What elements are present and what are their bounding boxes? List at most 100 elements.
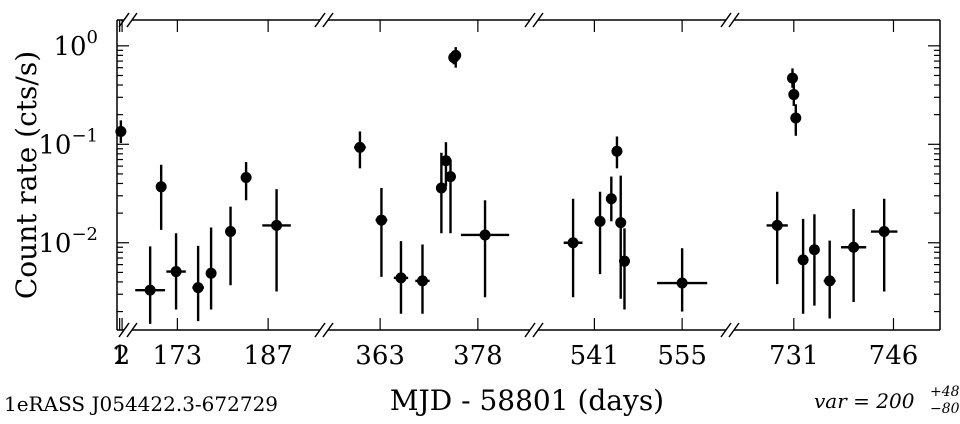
data-marker: [354, 141, 366, 153]
data-marker: [611, 145, 623, 157]
y-axis: 10−2 10−1 100: [38, 27, 940, 313]
axis-break-mark: [524, 322, 536, 338]
data-point: [788, 80, 800, 106]
data-point: [618, 228, 630, 310]
data-point: [808, 214, 820, 306]
x-tick-label: 541: [570, 341, 620, 371]
y-tick-label: 10−2: [38, 224, 98, 259]
axis-break-mark: [118, 12, 130, 28]
x-tick-label: 746: [869, 341, 919, 371]
data-marker: [375, 214, 387, 226]
data-marker: [450, 49, 462, 61]
axis-break-mark: [314, 12, 326, 28]
data-point: [225, 206, 237, 286]
data-point: [657, 248, 708, 312]
data-point: [611, 136, 623, 169]
data-marker: [155, 181, 167, 193]
data-point: [605, 176, 617, 222]
x-tick-label: 1: [111, 341, 128, 371]
axis-break-mark: [322, 12, 334, 28]
data-point: [155, 164, 167, 230]
data-marker: [170, 266, 182, 278]
axis-break-mark: [524, 12, 536, 28]
panel-3: 363 378: [354, 20, 510, 371]
data-marker: [788, 89, 800, 101]
data-marker: [615, 217, 627, 229]
x-tick-label: 187: [243, 341, 293, 371]
data-marker: [192, 282, 204, 294]
data-point: [393, 241, 409, 314]
data-marker: [567, 237, 579, 249]
data-point: [262, 189, 291, 292]
axis-break-mark: [532, 12, 544, 28]
x-tick-label: 555: [657, 341, 707, 371]
data-point: [375, 187, 388, 277]
plot-frame: [116, 12, 941, 338]
axis-break-mark: [126, 322, 138, 338]
data-point: [615, 175, 627, 299]
data-point: [192, 245, 204, 322]
data-marker: [144, 284, 156, 296]
data-point: [870, 198, 898, 292]
data-point: [460, 200, 510, 298]
x-axis-title: MJD - 58801 (days): [390, 384, 664, 417]
data-marker: [790, 112, 802, 124]
data-point: [354, 131, 366, 169]
panel-5: 731 746: [766, 20, 919, 371]
data-marker: [594, 215, 606, 227]
axis-break-mark: [720, 322, 732, 338]
axis-break-mark: [532, 322, 544, 338]
variability-label: var = 200+480−80: [814, 384, 960, 417]
y-tick-label: 100: [53, 27, 98, 62]
data-marker: [676, 277, 688, 289]
axis-break-mark: [126, 12, 138, 28]
data-marker: [808, 244, 820, 256]
data-point: [435, 152, 447, 234]
data-marker: [878, 226, 890, 238]
panel-1: 12: [111, 20, 130, 371]
x-tick-label: 731: [769, 341, 819, 371]
data-point: [594, 191, 606, 275]
data-point: [790, 104, 802, 136]
y-axis-title: Count rate (cts/s): [10, 51, 43, 299]
data-marker: [786, 72, 798, 84]
panel-2: 173 187: [135, 20, 293, 371]
data-point: [840, 209, 867, 303]
data-marker: [205, 267, 217, 279]
data-marker: [225, 226, 237, 238]
data-marker: [395, 272, 407, 284]
axis-break-mark: [322, 322, 334, 338]
data-marker: [271, 219, 283, 231]
data-point: [797, 218, 809, 314]
data-marker: [479, 229, 491, 241]
data-point: [450, 47, 462, 68]
y-tick-label: 10−1: [38, 125, 98, 160]
data-marker: [771, 219, 783, 231]
data-point: [823, 240, 836, 319]
data-point: [786, 68, 798, 88]
x-tick-label: 363: [355, 341, 405, 371]
data-point: [240, 162, 252, 201]
data-point: [166, 233, 186, 310]
data-marker: [824, 275, 836, 287]
data-marker: [848, 241, 860, 253]
data-point: [115, 120, 127, 144]
panel-4: 541 555: [563, 20, 708, 371]
data-point: [135, 246, 166, 324]
data-point: [205, 227, 217, 310]
x-tick-label: 2: [114, 341, 131, 371]
data-point: [445, 159, 457, 234]
axis-break-mark: [314, 322, 326, 338]
axis-break-mark: [720, 12, 732, 28]
data-marker: [440, 155, 452, 167]
data-point: [563, 198, 583, 298]
data-point: [415, 244, 430, 314]
data-point: [766, 191, 788, 285]
data-marker: [115, 125, 127, 137]
x-tick-label: 378: [453, 341, 503, 371]
data-marker: [416, 275, 428, 287]
data-marker: [605, 193, 617, 205]
data-marker: [445, 171, 457, 183]
